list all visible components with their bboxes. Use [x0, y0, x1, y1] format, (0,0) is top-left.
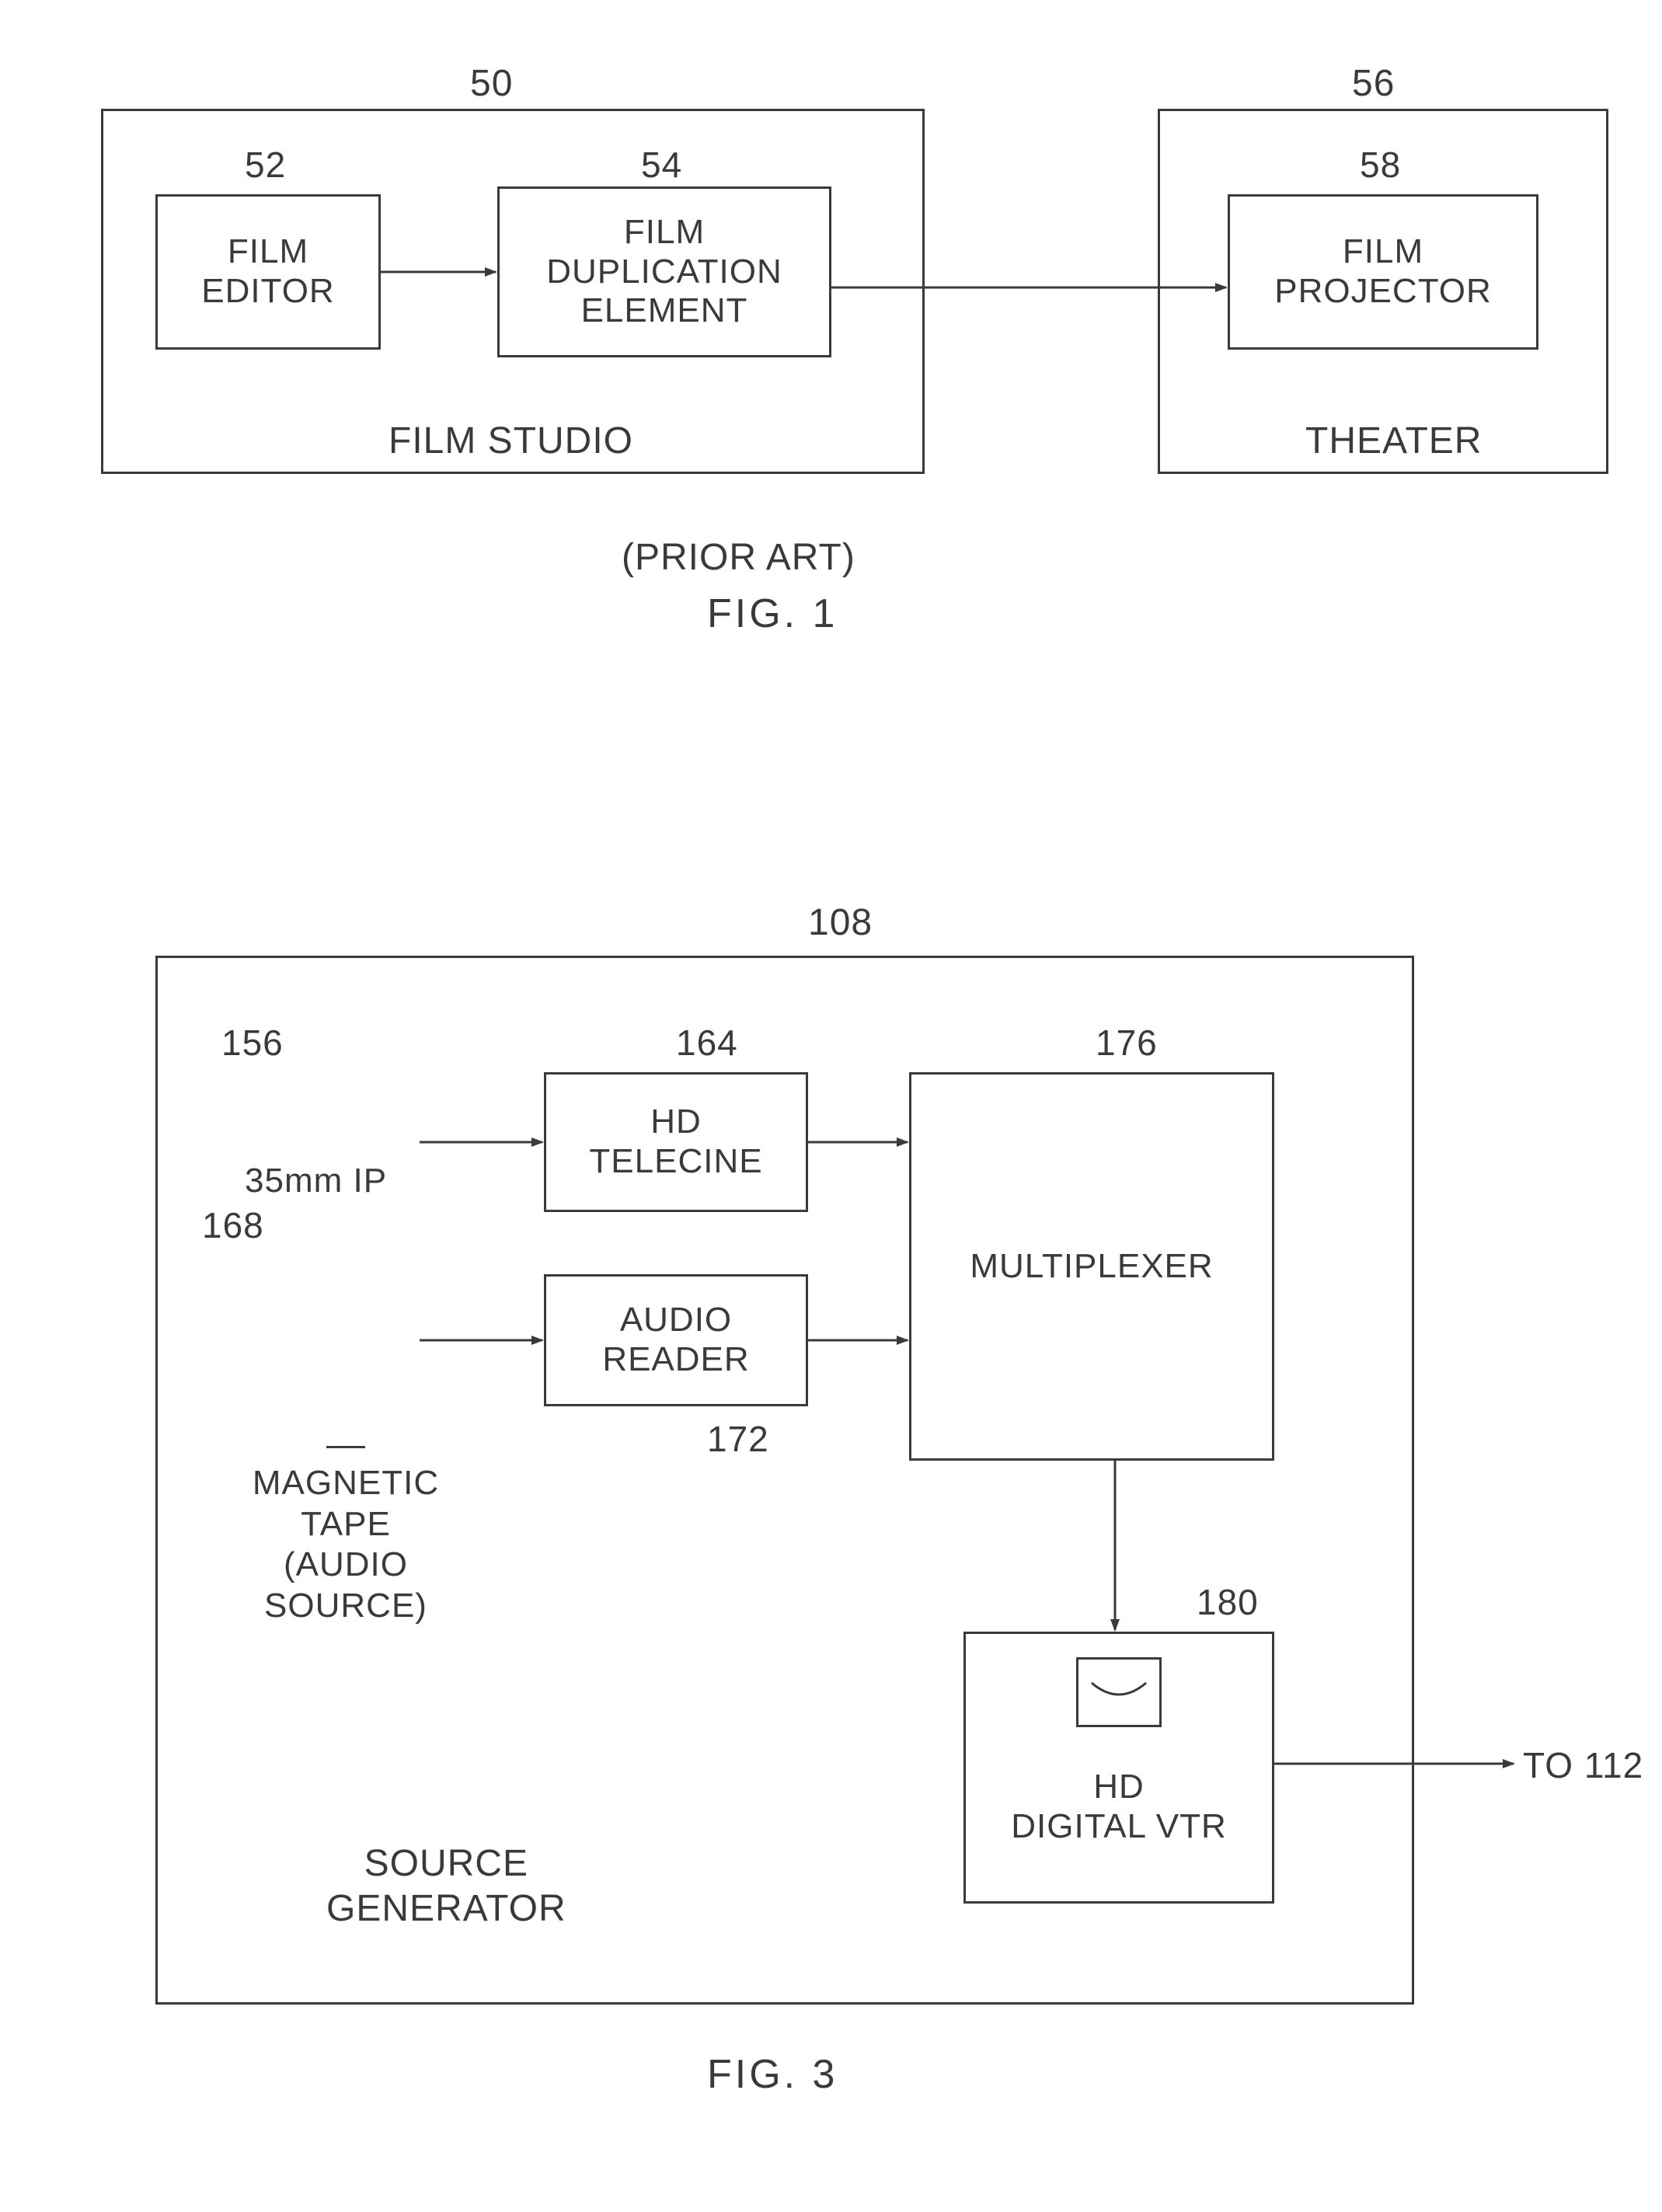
theater-label: THEATER	[1305, 420, 1482, 462]
film-dup-l1: FILM	[624, 213, 705, 253]
vtr-ref: 180	[1197, 1581, 1259, 1623]
in-audio-ref: 168	[202, 1204, 264, 1246]
film-dup-l3: ELEMENT	[581, 291, 748, 331]
film-projector-ref: 58	[1360, 144, 1401, 186]
vtr-icon	[1076, 1657, 1162, 1727]
film-editor-ref: 52	[245, 144, 286, 186]
vtr-l2: DIGITAL VTR	[1011, 1807, 1226, 1847]
mux-ref: 176	[1096, 1022, 1158, 1064]
audio-reader-box: AUDIO READER	[544, 1274, 808, 1406]
srcgen-l2: GENERATOR	[326, 1888, 566, 1929]
film-studio-label: FILM STUDIO	[388, 420, 633, 462]
in-audio-l2: TAPE	[301, 1505, 391, 1543]
telecine-box: HD TELECINE	[544, 1072, 808, 1212]
mux-label: MULTIPLEXER	[970, 1247, 1213, 1287]
theater-ref: 56	[1352, 62, 1395, 105]
vtr-l1: HD	[1093, 1768, 1145, 1807]
in-audio-label: MAGNETIC TAPE (AUDIO SOURCE)	[198, 1422, 493, 1627]
audio-reader-l1: AUDIO	[620, 1301, 732, 1340]
film-editor-box: FILM EDITOR	[155, 194, 381, 350]
film-studio-ref: 50	[470, 62, 513, 105]
telecine-l1: HD	[650, 1103, 702, 1142]
film-dup-l2: DUPLICATION	[546, 253, 782, 292]
out-label: TO 112	[1523, 1744, 1643, 1786]
vtr-box: HD DIGITAL VTR	[963, 1632, 1274, 1904]
film-projector-box: FILM PROJECTOR	[1228, 194, 1538, 350]
source-generator-label: SOURCE GENERATOR	[326, 1841, 566, 1931]
in-audio-l1: MAGNETIC	[253, 1464, 439, 1502]
film-editor-l1: FILM	[228, 232, 308, 272]
fig1-prior-art: (PRIOR ART)	[622, 536, 855, 579]
in-audio-l3: (AUDIO SOURCE)	[264, 1545, 427, 1625]
page: 50 FILM STUDIO FILM EDITOR 52 FILM DUPLI…	[31, 31, 1662, 2181]
telecine-l2: TELECINE	[589, 1142, 762, 1182]
in-video-ref: 156	[221, 1022, 284, 1064]
in-video-label: 35mm IP	[245, 1162, 387, 1200]
film-projector-l2: PROJECTOR	[1274, 272, 1492, 312]
film-dup-box: FILM DUPLICATION ELEMENT	[497, 186, 831, 357]
film-editor-l2: EDITOR	[201, 272, 334, 312]
telecine-ref: 164	[676, 1022, 738, 1064]
fig3-caption: FIG. 3	[707, 2051, 838, 2098]
fig1-caption: FIG. 1	[707, 590, 838, 637]
audio-reader-ref: 172	[707, 1418, 769, 1460]
srcgen-l1: SOURCE	[364, 1843, 528, 1884]
film-dup-ref: 54	[641, 144, 682, 186]
mux-box: MULTIPLEXER	[909, 1072, 1274, 1461]
audio-reader-l2: READER	[602, 1340, 749, 1380]
film-projector-l1: FILM	[1343, 232, 1423, 272]
source-generator-ref: 108	[808, 901, 873, 944]
